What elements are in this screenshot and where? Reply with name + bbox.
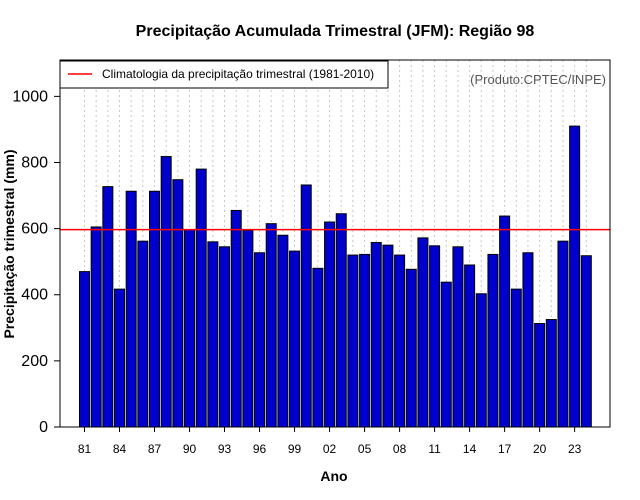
x-tick-label: 81 (78, 442, 92, 456)
bar-2015 (475, 293, 487, 428)
bar-2018 (510, 288, 522, 428)
y-tick-label: 1000 (12, 88, 48, 105)
bar-1985 (125, 190, 137, 428)
bar-2012 (440, 281, 452, 428)
bar-1986 (137, 240, 149, 428)
bar-2020 (534, 323, 546, 428)
x-tick-label: 84 (113, 442, 127, 456)
x-tick-label: 17 (498, 442, 512, 456)
bar-1988 (160, 156, 172, 428)
bar-1991 (195, 168, 207, 428)
bar-1999 (289, 250, 301, 428)
bar-1994 (230, 209, 242, 428)
legend-box (59, 60, 389, 89)
bar-1987 (149, 190, 161, 428)
bar-1983 (102, 186, 114, 428)
bar-1982 (90, 226, 102, 428)
bar-1990 (184, 229, 196, 428)
bar-2008 (394, 254, 406, 428)
bars (79, 125, 592, 428)
bar-2023 (569, 125, 581, 428)
bar-1993 (219, 246, 231, 428)
bar-1984 (114, 288, 126, 428)
x-axis: 81 84 87 90 93 96 99 02 05 08 11 14 17 20 23 (78, 427, 582, 456)
x-tick-label: 02 (323, 442, 337, 456)
x-tick-label: 93 (218, 442, 232, 456)
x-tick-label: 96 (253, 442, 267, 456)
plot-frame (59, 59, 611, 428)
bar-2004 (347, 254, 359, 428)
bar-2007 (382, 244, 394, 428)
x-tick-label: 14 (463, 442, 477, 456)
bar-2000 (300, 184, 312, 428)
bar-2006 (370, 242, 382, 428)
bar-2019 (522, 252, 534, 428)
bar-2005 (359, 253, 371, 428)
x-axis-label: Ano (320, 468, 347, 484)
y-axis-label: Precipitação trimestral (mm) (1, 149, 17, 338)
x-tick-label: 20 (533, 442, 547, 456)
legend-label: Climatologia da precipitação trimestral … (102, 67, 374, 81)
bar-1995 (242, 229, 254, 428)
y-axis: 0 200 400 600 800 1000 (12, 88, 60, 436)
bar-2001 (312, 267, 324, 428)
bar-2014 (464, 264, 476, 428)
bar-2003 (335, 213, 347, 428)
x-tick-label: 87 (148, 442, 162, 456)
y-tick-label: 800 (21, 154, 48, 171)
bar-2017 (499, 215, 511, 428)
bar-2002 (324, 221, 336, 428)
bar-2021 (545, 319, 557, 428)
legend: Climatologia da precipitação trimestral … (59, 60, 389, 89)
bar-2022 (557, 240, 569, 428)
source-note: (Produto:CPTEC/INPE) (470, 72, 606, 87)
chart-title: Precipitação Acumulada Trimestral (JFM):… (136, 23, 535, 40)
x-tick-label: 08 (393, 442, 407, 456)
bar-1992 (207, 241, 219, 428)
bar-1989 (172, 179, 184, 428)
x-tick-label: 90 (183, 442, 197, 456)
y-tick-label: 400 (21, 287, 48, 304)
y-tick-label: 200 (21, 353, 48, 370)
y-tick-label: 0 (39, 419, 48, 436)
bar-1981 (79, 271, 90, 428)
bar-1997 (265, 223, 277, 428)
bar-1996 (254, 252, 266, 428)
bar-2010 (417, 237, 429, 428)
bar-2011 (429, 245, 441, 428)
x-tick-label: 23 (568, 442, 582, 456)
bar-2016 (487, 253, 499, 428)
x-tick-label: 99 (288, 442, 302, 456)
bar-2009 (405, 268, 417, 428)
y-tick-label: 600 (21, 221, 48, 238)
bar-2024 (580, 255, 592, 428)
bar-1998 (277, 234, 289, 428)
x-tick-label: 11 (428, 442, 441, 456)
x-tick-label: 05 (358, 442, 372, 456)
bar-2013 (452, 246, 464, 428)
